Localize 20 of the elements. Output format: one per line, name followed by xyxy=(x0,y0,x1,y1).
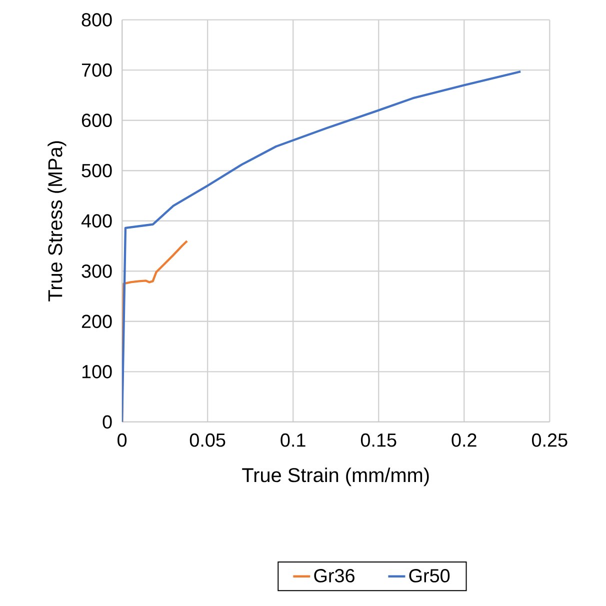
y-tick-label: 100 xyxy=(82,364,112,378)
x-tick-label: 0.1 xyxy=(280,433,306,447)
x-tick-label: 0.15 xyxy=(360,433,396,447)
legend-label: Gr36 xyxy=(314,569,354,582)
x-tick-label: 0.2 xyxy=(452,433,476,447)
legend-label: Gr50 xyxy=(409,569,450,582)
y-tick-label: 800 xyxy=(82,13,112,27)
y-tick-label: 700 xyxy=(82,63,112,77)
line-series xyxy=(122,70,522,422)
y-tick-label: 0 xyxy=(102,415,112,429)
y-tick-label: 400 xyxy=(81,214,112,228)
x-tick-label: 0.25 xyxy=(532,433,568,447)
x-axis-title: True Strain (mm/mm) xyxy=(242,468,429,486)
y-tick-label: 200 xyxy=(82,314,112,328)
y-tick-label: 500 xyxy=(82,164,112,178)
x-tick-label: 0.05 xyxy=(190,433,226,447)
y-tick-label: 300 xyxy=(82,264,112,278)
x-tick-label: 0 xyxy=(118,433,127,447)
y-axis-title: True Stress (MPa) xyxy=(48,141,66,302)
y-tick-label: 600 xyxy=(82,114,112,128)
